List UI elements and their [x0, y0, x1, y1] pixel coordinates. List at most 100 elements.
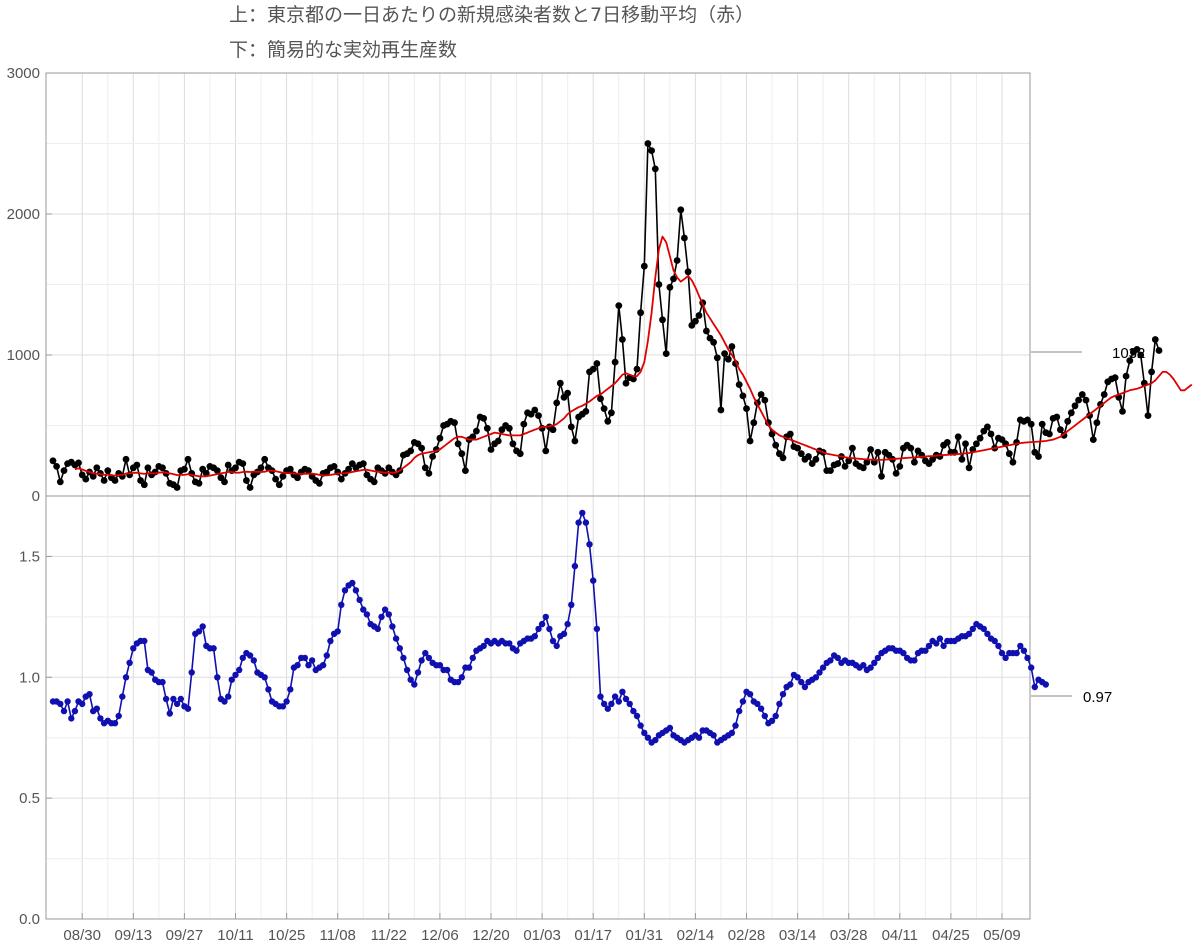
rt-point — [546, 625, 553, 633]
daily-cases-point — [82, 475, 90, 483]
rt-point — [250, 657, 257, 664]
daily-cases-point — [421, 464, 429, 472]
rt-point — [969, 625, 976, 633]
rt-point — [506, 640, 513, 647]
rt-point — [389, 623, 396, 630]
daily-cases-point — [597, 395, 604, 403]
rt-point — [772, 712, 779, 720]
daily-cases-point — [1082, 396, 1090, 404]
rt-point — [68, 715, 75, 722]
rt-point — [600, 700, 608, 708]
rt-point — [911, 657, 918, 664]
rt-point — [531, 633, 538, 640]
rt-point — [538, 620, 546, 628]
daily-cases-point — [600, 405, 608, 412]
daily-cases-point — [728, 343, 736, 350]
rt-point — [287, 686, 294, 693]
daily-cases-series — [49, 140, 1163, 491]
x-tick-label: 09/13 — [115, 927, 153, 944]
rt-point — [469, 654, 476, 662]
daily-cases-point — [622, 379, 630, 387]
daily-cases-point — [1111, 374, 1119, 381]
daily-cases-point — [567, 423, 575, 431]
daily-cases-point — [845, 457, 853, 465]
rt-point — [225, 693, 232, 700]
daily-cases-point — [724, 355, 732, 363]
daily-cases-point — [874, 448, 882, 456]
rt-point — [360, 606, 367, 613]
x-tick-label: 04/25 — [932, 927, 970, 944]
daily-cases-point — [1053, 413, 1061, 421]
rt-point — [308, 657, 316, 664]
rt-point — [454, 678, 462, 686]
daily-cases-point — [681, 234, 688, 242]
daily-cases-point — [429, 453, 436, 460]
rt-point — [1002, 654, 1009, 662]
daily-cases-point — [619, 336, 626, 343]
rt-point — [757, 705, 765, 712]
daily-cases-point — [111, 477, 119, 484]
daily-cases-point — [692, 317, 699, 325]
rt-series — [49, 509, 1050, 746]
rt-point — [378, 613, 385, 621]
x-tick-label: 01/31 — [626, 927, 664, 944]
rt-point — [341, 587, 349, 594]
daily-cases-point — [140, 481, 148, 489]
rt-point — [619, 688, 626, 695]
daily-cases-point — [695, 312, 703, 319]
daily-cases-point — [224, 461, 232, 469]
daily-cases-point — [480, 415, 488, 422]
daily-cases-point — [239, 460, 247, 467]
rt-point — [728, 729, 736, 737]
daily-cases-point — [640, 262, 648, 270]
rt-point — [590, 577, 597, 584]
top-y-tick-label: 1000 — [7, 347, 40, 364]
daily-cases-point — [673, 257, 681, 264]
daily-cases-point — [637, 309, 644, 317]
daily-cases-point — [407, 447, 415, 455]
rt-point — [411, 681, 418, 688]
daily-cases-point — [483, 424, 491, 432]
daily-cases-point — [144, 464, 152, 472]
rt-point — [564, 620, 571, 628]
daily-cases-point — [757, 391, 765, 398]
rt-point — [761, 712, 768, 720]
x-tick-label: 11/22 — [371, 927, 407, 944]
rt-point — [407, 676, 414, 683]
rt-point — [633, 712, 641, 720]
daily-cases-point — [863, 458, 871, 466]
daily-cases-point — [232, 464, 239, 472]
daily-cases-point — [473, 427, 480, 435]
rt-point — [579, 509, 586, 517]
rt-point — [819, 664, 827, 671]
daily-cases-point — [1027, 420, 1035, 428]
daily-cases-point — [746, 437, 754, 445]
rt-point — [385, 611, 392, 618]
daily-cases-point — [1035, 453, 1042, 460]
rt-point — [794, 674, 801, 681]
daily-cases-point — [666, 283, 674, 291]
rt-point — [568, 601, 575, 608]
rt-point — [148, 669, 155, 676]
daily-cases-point — [286, 465, 294, 473]
daily-cases-point — [670, 275, 677, 283]
top-y-tick-label: 0 — [32, 488, 40, 505]
rt-point — [162, 695, 170, 703]
rt-point — [210, 645, 217, 652]
daily-cases-point — [454, 440, 462, 448]
daily-cases-point — [359, 460, 367, 467]
rt-point — [593, 625, 601, 633]
daily-cases-point — [49, 457, 57, 465]
daily-cases-point — [542, 447, 550, 455]
daily-cases-point — [750, 419, 758, 427]
rt-point — [64, 698, 71, 705]
rt-point — [465, 664, 473, 671]
rt-point — [126, 659, 133, 666]
rt-point — [933, 640, 940, 647]
rt-point — [1042, 681, 1050, 688]
rt-point — [425, 654, 433, 662]
daily-cases-point — [1126, 357, 1134, 364]
rt-point — [604, 705, 611, 712]
rt-point — [323, 652, 330, 659]
rt-point — [327, 637, 334, 645]
